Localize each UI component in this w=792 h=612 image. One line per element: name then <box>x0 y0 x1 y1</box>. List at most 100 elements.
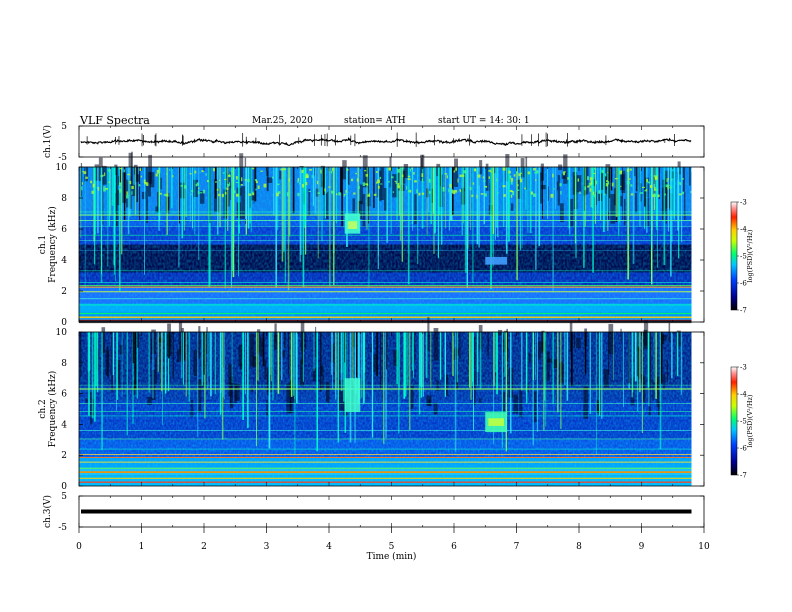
spectrogram-speckle <box>139 168 143 171</box>
spectrogram-speckle <box>379 183 383 185</box>
spectrogram-speckle <box>118 182 121 187</box>
spectrogram-dark-patch <box>576 175 582 193</box>
spectrogram-dark-patch <box>526 384 529 392</box>
ch1-waveform-panel: 5 -5 ch.1(V) <box>42 122 705 163</box>
spectrogram-speckle <box>156 169 160 174</box>
spectrogram-speckle <box>535 179 537 181</box>
spectrogram-dark-patch <box>648 388 651 416</box>
colorbar-tick-label: -6 <box>740 280 747 288</box>
spectrogram-dark-patch <box>568 198 574 227</box>
spectrogram-speckle <box>502 185 506 188</box>
spectrogram-speckle <box>288 178 290 182</box>
spectrogram-speckle <box>276 183 280 186</box>
spectrogram-dark-patch <box>274 323 277 342</box>
spectrogram-speckle <box>553 188 555 190</box>
x-tick-label: 2 <box>201 542 207 552</box>
spectrogram-speckle <box>355 172 357 175</box>
spectrogram-speckle <box>667 184 671 186</box>
spectrogram-dark-patch <box>282 350 286 358</box>
spectrogram-dark-patch <box>603 369 609 388</box>
spectrogram-speckle <box>667 185 669 190</box>
spectrogram-speckle <box>218 179 221 181</box>
spectrogram-speckle <box>488 176 491 179</box>
waveform-trace <box>80 136 692 146</box>
spectrogram-speckle <box>671 178 673 181</box>
spectrogram-dark-patch <box>85 398 88 405</box>
spectrogram-speckle <box>626 181 630 185</box>
spectrogram-speckle <box>155 173 158 177</box>
spectrogram-dark-patch <box>286 383 292 414</box>
spectrogram-dark-patch <box>560 360 563 376</box>
x-axis-label: Time (min) <box>367 551 417 562</box>
spectrogram-speckle <box>391 176 394 179</box>
spectrogram-dark-patch <box>547 186 549 201</box>
ch3-waveform-panel: 5 -5 ch.3(V) <box>42 492 705 533</box>
spectrogram-speckle <box>584 186 587 191</box>
y-tick-label: 4 <box>61 256 67 266</box>
spectrogram-dark-patch <box>193 350 198 376</box>
spectrogram-speckle <box>471 194 474 197</box>
spectrogram-speckle <box>351 178 354 182</box>
spectrogram-dark-patch <box>206 327 208 354</box>
spectrogram-speckle <box>406 185 408 190</box>
y-tick-label: 10 <box>56 328 68 338</box>
spectrogram-speckle <box>626 168 630 172</box>
spectrogram-speckle <box>207 179 209 183</box>
spectrogram-speckle <box>395 182 397 184</box>
spectrogram-dark-patch <box>546 351 550 382</box>
spectrogram-speckle <box>681 177 684 180</box>
spectrogram-dark-patch <box>664 170 670 194</box>
spectrogram-speckle <box>83 171 87 175</box>
colorbar-label: log(PSD)(V²/Hz) <box>746 229 754 282</box>
spectrogram-dark-patch <box>234 383 237 404</box>
spectrogram-speckle <box>218 193 221 197</box>
spectrogram-dark-patch <box>250 387 254 393</box>
spectrogram-dark-patch <box>539 172 543 204</box>
colorbar-gradient <box>730 366 738 476</box>
spectrogram-speckle <box>603 193 606 196</box>
spectrogram-dark-patch <box>410 385 414 410</box>
spectrogram-speckle <box>533 167 536 171</box>
spectrogram-speckle <box>469 186 472 191</box>
spectrogram-dark-patch <box>516 179 522 199</box>
spectrogram-speckle <box>457 178 459 183</box>
spectrogram-dark-patch <box>528 353 531 363</box>
spectrogram-speckle <box>455 167 458 171</box>
spectrogram-dark-patch <box>199 191 205 204</box>
spectrogram-speckle <box>166 173 168 175</box>
spectrogram-speckle <box>227 175 231 177</box>
spectrogram-dark-patch <box>117 190 120 206</box>
spectrogram-dark-patch <box>325 381 330 403</box>
y-tick-label: 5 <box>61 122 67 132</box>
spectrogram-speckle <box>407 175 411 178</box>
spectrogram-dark-patch <box>643 376 646 403</box>
y-tick-label: 5 <box>61 492 67 502</box>
spectrogram-speckle <box>421 178 424 183</box>
spectrogram-speckle <box>690 191 692 194</box>
spectrogram-dark-patch <box>633 167 636 177</box>
figure-start-time: start UT = 14: 30: 1 <box>438 116 530 126</box>
spectrogram-dark-patch <box>149 172 155 188</box>
emission-blob <box>347 221 358 229</box>
spectrogram-dark-patch <box>342 160 347 180</box>
spectrogram-dark-patch <box>666 359 669 382</box>
y-tick-label: 2 <box>61 451 67 461</box>
spectrogram-speckle <box>127 173 130 176</box>
spectrogram-dark-patch <box>249 333 255 367</box>
spectrogram-speckle <box>510 178 514 182</box>
x-tick-label: 8 <box>576 542 582 552</box>
spectrogram-dark-patch <box>541 330 545 351</box>
spectrogram-speckle <box>605 173 607 177</box>
x-tick-label: 7 <box>514 542 520 552</box>
spectrogram-dark-patch <box>662 335 667 341</box>
spectrogram-dark-patch <box>438 174 443 208</box>
spectrogram-speckle <box>299 182 301 185</box>
spectrogram-dark-patch <box>315 326 317 358</box>
spectrogram-dark-patch <box>425 188 430 198</box>
spectrogram-speckle <box>535 170 539 174</box>
spectrogram-speckle <box>560 191 562 195</box>
spectrogram-dark-patch <box>228 364 233 397</box>
spectrogram-speckle <box>172 175 174 178</box>
y-tick-label: 8 <box>61 359 67 369</box>
figure-title: VLF Spectra <box>79 114 150 127</box>
